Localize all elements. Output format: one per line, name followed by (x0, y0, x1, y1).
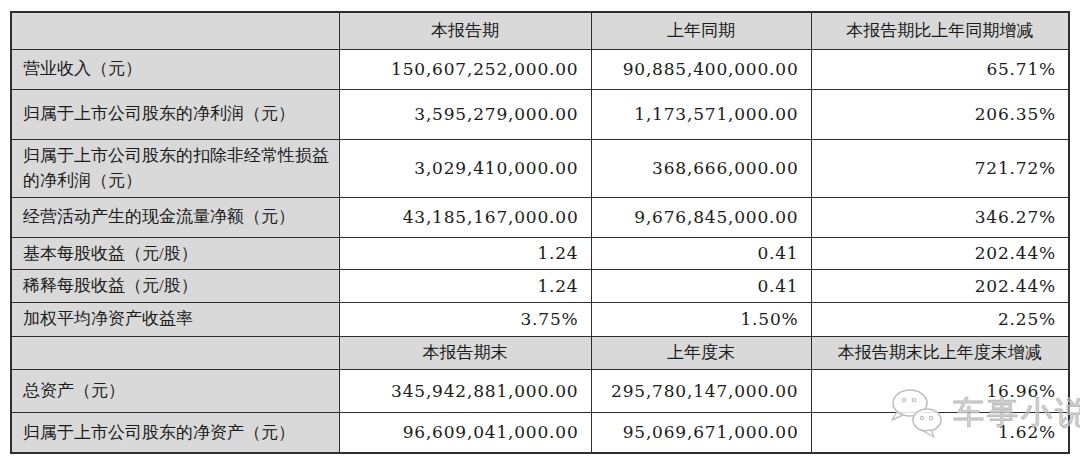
row-prior-value: 295,780,147,000.00 (591, 369, 811, 412)
row-change-value: 721.72% (811, 139, 1069, 197)
financial-report-page: 本报告期 上年同期 本报告期比上年同期增减 营业收入（元） 150,607,25… (0, 0, 1080, 457)
header-period-end-change: 本报告期末比上年度末增减 (811, 336, 1069, 369)
row-label: 加权平均净资产收益率 (11, 302, 339, 336)
table-row: 归属于上市公司股东的净资产（元） 96,609,041,000.00 95,06… (11, 412, 1069, 453)
row-prior-value: 90,885,400,000.00 (591, 49, 811, 89)
table-row: 加权平均净资产收益率 3.75% 1.50% 2.25% (11, 302, 1069, 336)
table-header-row-period-end: 本报告期末 上年度末 本报告期末比上年度末增减 (11, 336, 1069, 369)
row-label: 归属于上市公司股东的扣除非经常性损益的净利润（元） (11, 139, 339, 197)
table-row: 营业收入（元） 150,607,252,000.00 90,885,400,00… (11, 49, 1069, 89)
table-row: 稀释每股收益（元/股） 1.24 0.41 202.44% (11, 270, 1069, 303)
row-change-value: 65.71% (811, 49, 1069, 89)
row-prior-value: 368,666,000.00 (591, 139, 811, 197)
header-prior-year-end: 上年度末 (591, 336, 811, 369)
row-current-value: 3,595,279,000.00 (339, 89, 591, 139)
row-label: 稀释每股收益（元/股） (11, 270, 339, 303)
row-prior-value: 1.50% (591, 302, 811, 336)
row-current-value: 1.24 (339, 237, 591, 270)
row-current-value: 96,609,041,000.00 (339, 412, 591, 453)
table-row: 经营活动产生的现金流量净额（元） 43,185,167,000.00 9,676… (11, 197, 1069, 237)
table-row: 总资产（元） 345,942,881,000.00 295,780,147,00… (11, 369, 1069, 412)
table-row: 归属于上市公司股东的净利润（元） 3,595,279,000.00 1,173,… (11, 89, 1069, 139)
row-prior-value: 95,069,671,000.00 (591, 412, 811, 453)
row-change-value: 1.62% (811, 412, 1069, 453)
row-label: 经营活动产生的现金流量净额（元） (11, 197, 339, 237)
table-row: 归属于上市公司股东的扣除非经常性损益的净利润（元） 3,029,410,000.… (11, 139, 1069, 197)
row-prior-value: 0.41 (591, 237, 811, 270)
financial-summary-table: 本报告期 上年同期 本报告期比上年同期增减 营业收入（元） 150,607,25… (10, 11, 1070, 454)
header-period-change: 本报告期比上年同期增减 (811, 12, 1069, 49)
table-row: 基本每股收益（元/股） 1.24 0.41 202.44% (11, 237, 1069, 270)
header-blank-cell (11, 336, 339, 369)
row-current-value: 1.24 (339, 270, 591, 303)
row-label: 归属于上市公司股东的净资产（元） (11, 412, 339, 453)
row-label: 营业收入（元） (11, 49, 339, 89)
header-current-period-end: 本报告期末 (339, 336, 591, 369)
row-current-value: 3.75% (339, 302, 591, 336)
row-prior-value: 9,676,845,000.00 (591, 197, 811, 237)
row-current-value: 43,185,167,000.00 (339, 197, 591, 237)
row-label: 归属于上市公司股东的净利润（元） (11, 89, 339, 139)
row-change-value: 202.44% (811, 270, 1069, 303)
row-current-value: 345,942,881,000.00 (339, 369, 591, 412)
row-current-value: 3,029,410,000.00 (339, 139, 591, 197)
row-label: 基本每股收益（元/股） (11, 237, 339, 270)
row-label: 总资产（元） (11, 369, 339, 412)
row-change-value: 2.25% (811, 302, 1069, 336)
row-current-value: 150,607,252,000.00 (339, 49, 591, 89)
row-change-value: 202.44% (811, 237, 1069, 270)
header-blank-cell (11, 12, 339, 49)
row-change-value: 206.35% (811, 89, 1069, 139)
header-current-period: 本报告期 (339, 12, 591, 49)
header-prior-period: 上年同期 (591, 12, 811, 49)
row-prior-value: 0.41 (591, 270, 811, 303)
table-header-row-period: 本报告期 上年同期 本报告期比上年同期增减 (11, 12, 1069, 49)
row-change-value: 346.27% (811, 197, 1069, 237)
row-change-value: 16.96% (811, 369, 1069, 412)
row-prior-value: 1,173,571,000.00 (591, 89, 811, 139)
